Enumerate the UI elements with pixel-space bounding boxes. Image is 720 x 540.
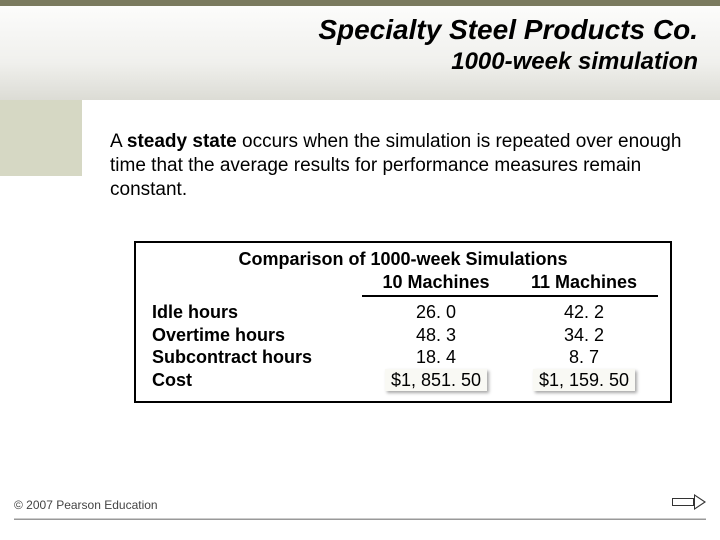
row-label: Subcontract hours (152, 346, 362, 369)
cell: 42. 2 (510, 301, 658, 324)
body-pre: A (110, 131, 127, 152)
title-block: Specialty Steel Products Co. 1000-week s… (0, 6, 720, 100)
table-col1-values: 26. 0 48. 3 18. 4 $1, 851. 50 (362, 297, 510, 391)
row-label: Overtime hours (152, 324, 362, 347)
row-label: Idle hours (152, 301, 362, 324)
cell: 8. 7 (510, 346, 658, 369)
cell: 18. 4 (362, 346, 510, 369)
footer-divider (14, 518, 706, 520)
cost-cell: $1, 159. 50 (533, 369, 635, 392)
copyright-footer: © 2007 Pearson Education (14, 498, 158, 512)
table-caption: Comparison of 1000-week Simulations (136, 243, 670, 272)
table-col2-values: 42. 2 34. 2 8. 7 $1, 159. 50 (510, 297, 658, 391)
next-arrow-icon[interactable] (672, 494, 706, 510)
cell: 48. 3 (362, 324, 510, 347)
body-area: A steady state occurs when the simulatio… (110, 130, 690, 403)
cell: 34. 2 (510, 324, 658, 347)
table-hdr-blank (152, 272, 362, 297)
body-bold: steady state (127, 131, 237, 152)
body-paragraph: A steady state occurs when the simulatio… (110, 130, 690, 201)
accent-box (0, 100, 82, 176)
slide-subtitle: 1000-week simulation (0, 48, 698, 76)
cell: 26. 0 (362, 301, 510, 324)
comparison-table: Comparison of 1000-week Simulations 10 M… (134, 241, 672, 403)
cost-cell: $1, 851. 50 (385, 369, 487, 392)
slide-title: Specialty Steel Products Co. (0, 14, 698, 46)
table-row-labels: Idle hours Overtime hours Subcontract ho… (152, 297, 362, 391)
row-label: Cost (152, 369, 362, 392)
table-hdr-col2: 11 Machines (510, 272, 658, 297)
table-hdr-col1: 10 Machines (362, 272, 510, 297)
